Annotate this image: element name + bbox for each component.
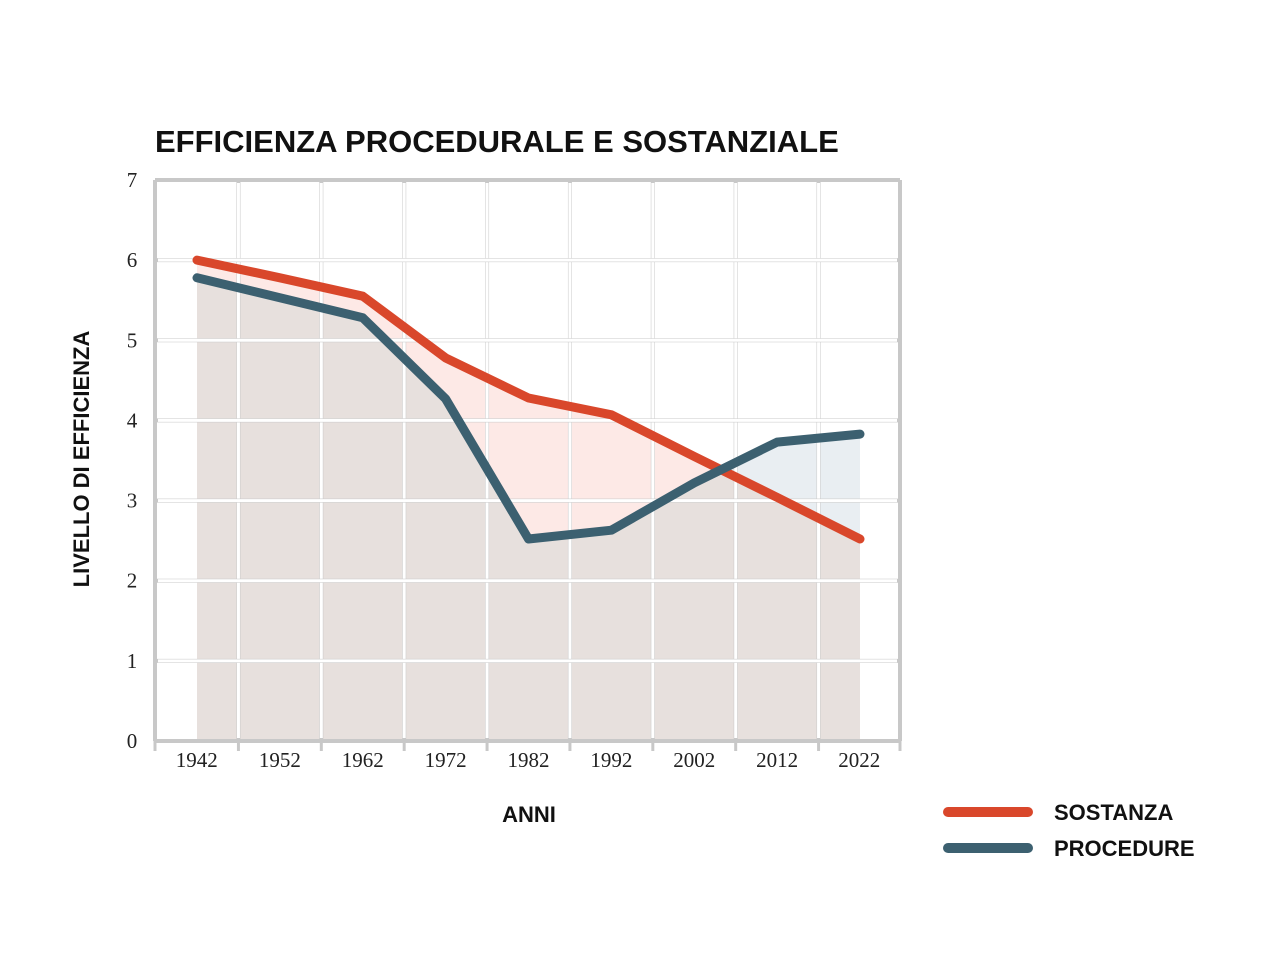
- legend-label: SOSTANZA: [1054, 800, 1173, 825]
- y-tick-label: 1: [127, 649, 138, 673]
- y-tick-label: 6: [127, 248, 138, 272]
- legend: SOSTANZA PROCEDURE: [943, 800, 1195, 861]
- x-tick-label: 1952: [259, 748, 301, 772]
- y-tick-label: 0: [127, 729, 138, 753]
- fill-common: [197, 277, 860, 741]
- x-tick-label: 2002: [673, 748, 715, 772]
- grid: [153, 178, 902, 751]
- x-ticks: 1942 1952 1962 1972 1982 1992 2002 2012 2022: [176, 748, 881, 772]
- x-tick-label: 1972: [425, 748, 467, 772]
- y-tick-label: 4: [127, 408, 138, 432]
- x-tick-label: 2022: [838, 748, 880, 772]
- x-tick-label: 1982: [508, 748, 550, 772]
- x-tick-label: 2012: [756, 748, 798, 772]
- y-ticks: 0 1 2 3 4 5 6 7: [127, 168, 138, 753]
- legend-label: PROCEDURE: [1054, 836, 1195, 861]
- chart-title: EFFICIENZA PROCEDURALE E SOSTANZIALE: [155, 124, 839, 159]
- series-lines: [192, 255, 865, 544]
- y-tick-label: 3: [127, 489, 138, 513]
- x-tick-label: 1942: [176, 748, 218, 772]
- x-axis-label: ANNI: [502, 802, 556, 827]
- series-line-sostanza: [192, 255, 865, 544]
- y-axis-label: LIVELLO DI EFFICIENZA: [69, 331, 94, 588]
- series-line-procedure: [192, 273, 865, 544]
- y-tick-label: 5: [127, 328, 138, 352]
- y-tick-label: 7: [127, 168, 138, 192]
- x-tick-label: 1962: [342, 748, 384, 772]
- y-tick-label: 2: [127, 569, 138, 593]
- x-tick-label: 1992: [590, 748, 632, 772]
